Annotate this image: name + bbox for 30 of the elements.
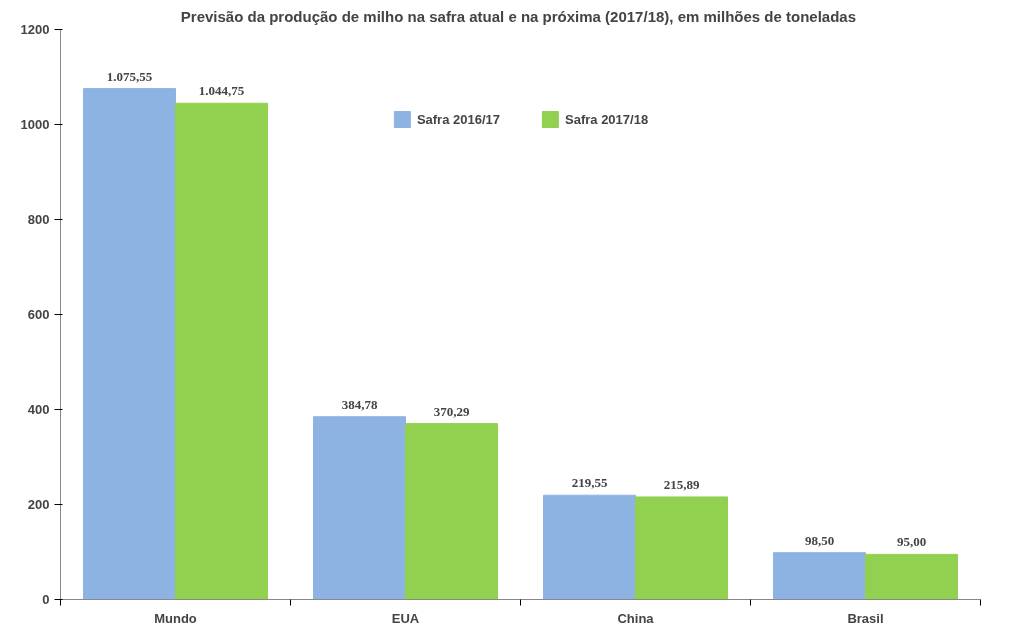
data-label: 215,89 — [663, 476, 700, 492]
x-tick-label: China — [617, 610, 655, 626]
y-tick-label: 1000 — [20, 117, 50, 132]
data-label: 1.075,55 — [106, 68, 153, 84]
legend-label: Safra 2017/18 — [565, 111, 649, 127]
data-label: 95,00 — [896, 534, 927, 550]
legend-label: Safra 2016/17 — [416, 111, 500, 127]
data-label: 384,78 — [341, 396, 378, 412]
data-label: 219,55 — [571, 475, 608, 491]
data-label: 1.044,75 — [198, 83, 245, 99]
chart-title: Previsão da produção de milho na safra atual e na próxima (2017/18), em milhões de toneladas — [180, 7, 857, 25]
y-tick-label: 600 — [27, 307, 50, 322]
bar — [175, 102, 268, 600]
y-tick-label: 0 — [42, 592, 50, 607]
bar — [773, 552, 866, 600]
y-tick-label: 200 — [27, 497, 50, 512]
x-tick-label: Mundo — [154, 610, 197, 626]
bar — [313, 416, 406, 600]
bar — [865, 553, 958, 600]
y-tick-label: 1200 — [20, 22, 50, 37]
data-label: 370,29 — [433, 403, 470, 419]
bar — [405, 423, 498, 600]
bar — [543, 494, 636, 600]
x-tick-label: Brasil — [847, 610, 884, 626]
y-tick-label: 800 — [27, 212, 50, 227]
data-label: 98,50 — [804, 532, 835, 548]
bar — [83, 88, 176, 600]
bar — [635, 496, 728, 600]
x-tick-label: EUA — [391, 610, 420, 626]
y-tick-label: 400 — [27, 402, 50, 417]
